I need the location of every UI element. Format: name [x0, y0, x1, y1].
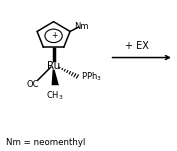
Text: +: +: [51, 31, 58, 40]
Text: PPh$_3$: PPh$_3$: [81, 71, 102, 83]
Text: OC: OC: [27, 80, 39, 89]
Text: Nm: Nm: [74, 22, 88, 31]
Text: + EX: + EX: [125, 41, 149, 51]
Text: Ru: Ru: [47, 61, 60, 71]
Polygon shape: [52, 69, 59, 85]
Text: CH$_3$: CH$_3$: [46, 90, 64, 102]
Text: Nm = neomenthyl: Nm = neomenthyl: [7, 138, 86, 147]
